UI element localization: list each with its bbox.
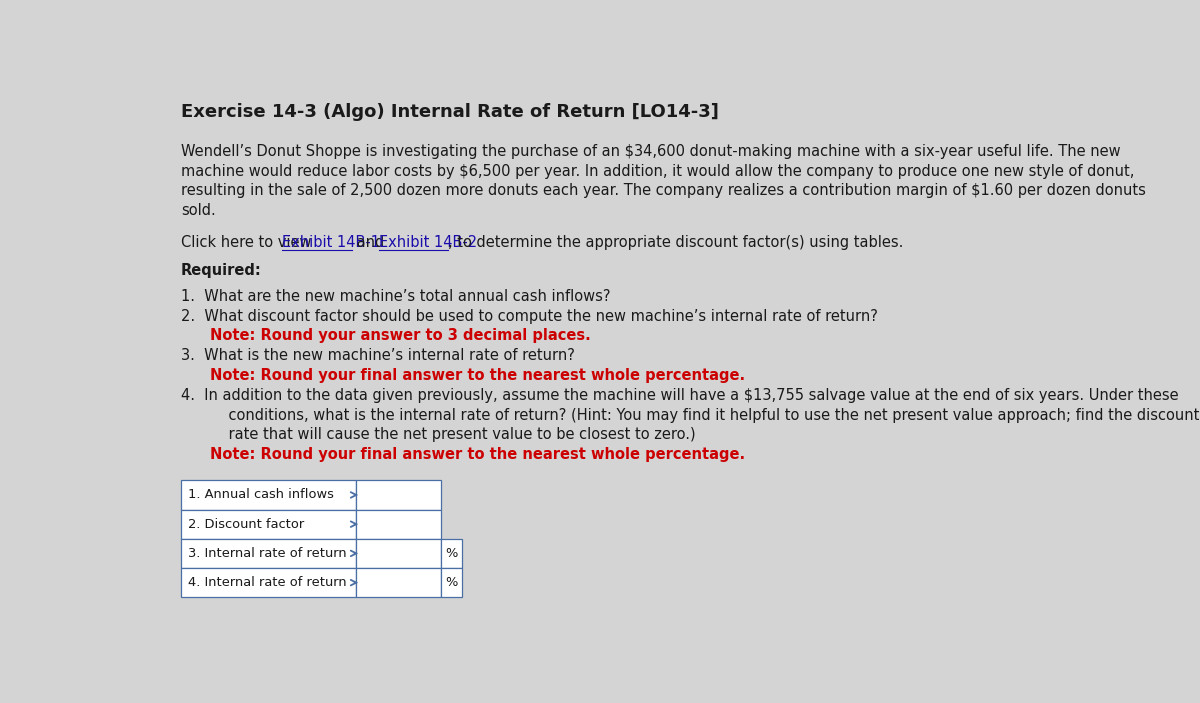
Text: 4. Internal rate of return: 4. Internal rate of return	[188, 576, 347, 589]
Text: 1.  What are the new machine’s total annual cash inflows?: 1. What are the new machine’s total annu…	[181, 289, 610, 304]
Text: 2.  What discount factor should be used to compute the new machine’s internal ra: 2. What discount factor should be used t…	[181, 309, 877, 324]
Bar	[442, 568, 462, 598]
Text: Required:: Required:	[181, 263, 262, 278]
Text: Exhibit 14B-2: Exhibit 14B-2	[378, 235, 476, 250]
Text: %: %	[445, 576, 457, 589]
Text: and: and	[352, 235, 389, 250]
Bar	[355, 568, 442, 598]
Text: conditions, what is the internal rate of return? (Hint: You may find it helpful : conditions, what is the internal rate of…	[210, 408, 1200, 423]
Text: 1. Annual cash inflows: 1. Annual cash inflows	[188, 489, 334, 501]
Bar	[355, 480, 442, 510]
Text: sold.: sold.	[181, 203, 216, 218]
Text: %: %	[445, 547, 457, 560]
Text: 3.  What is the new machine’s internal rate of return?: 3. What is the new machine’s internal ra…	[181, 348, 575, 363]
Bar	[181, 480, 355, 510]
Text: 2. Discount factor: 2. Discount factor	[188, 517, 305, 531]
Text: , to determine the appropriate discount factor(s) using tables.: , to determine the appropriate discount …	[448, 235, 904, 250]
Text: Note: Round your final answer to the nearest whole percentage.: Note: Round your final answer to the nea…	[210, 447, 745, 462]
Bar	[442, 538, 462, 568]
Text: Click here to view: Click here to view	[181, 235, 316, 250]
Text: Wendell’s Donut Shoppe is investigating the purchase of an $34,600 donut-making : Wendell’s Donut Shoppe is investigating …	[181, 144, 1121, 159]
Text: rate that will cause the net present value to be closest to zero.): rate that will cause the net present val…	[210, 427, 696, 442]
Text: Exhibit 14B-1: Exhibit 14B-1	[282, 235, 380, 250]
Bar	[355, 538, 442, 568]
Text: machine would reduce labor costs by $6,500 per year. In addition, it would allow: machine would reduce labor costs by $6,5…	[181, 164, 1134, 179]
Text: Note: Round your answer to 3 decimal places.: Note: Round your answer to 3 decimal pla…	[210, 328, 592, 344]
Bar	[181, 510, 355, 538]
Bar	[181, 538, 355, 568]
Text: 3. Internal rate of return: 3. Internal rate of return	[188, 547, 347, 560]
Bar	[355, 510, 442, 538]
Text: resulting in the sale of 2,500 dozen more donuts each year. The company realizes: resulting in the sale of 2,500 dozen mor…	[181, 183, 1146, 198]
Text: Exercise 14-3 (Algo) Internal Rate of Return [LO14-3]: Exercise 14-3 (Algo) Internal Rate of Re…	[181, 103, 719, 122]
Bar	[181, 568, 355, 598]
Text: Note: Round your final answer to the nearest whole percentage.: Note: Round your final answer to the nea…	[210, 368, 745, 383]
Text: 4.  In addition to the data given previously, assume the machine will have a $13: 4. In addition to the data given previou…	[181, 388, 1178, 403]
